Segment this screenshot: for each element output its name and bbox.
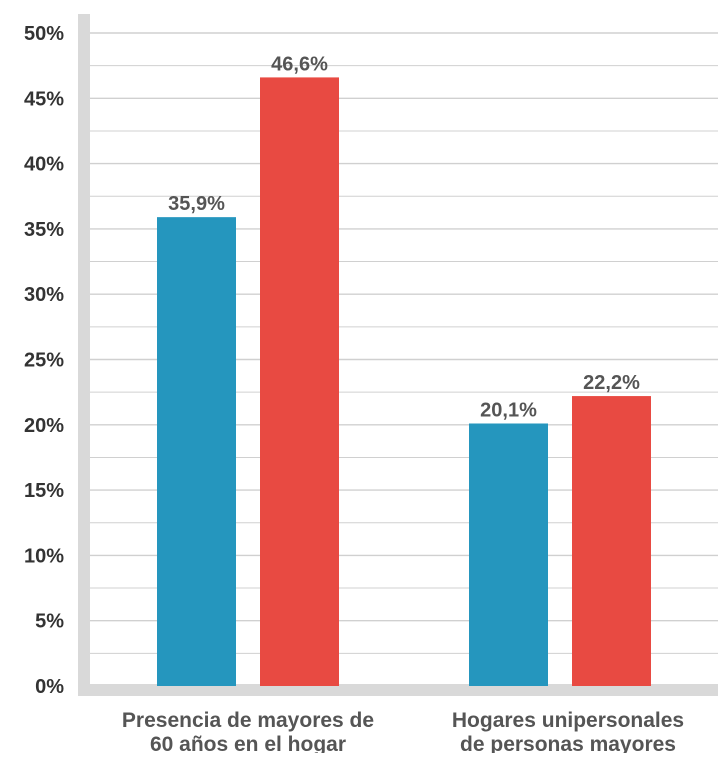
- x-axis-line: [78, 684, 718, 696]
- y-tick-label: 45%: [24, 88, 64, 110]
- bar-red: [260, 77, 339, 687]
- bars: [157, 77, 651, 687]
- x-category-label: Presencia de mayores de: [122, 709, 374, 732]
- y-tick-label: 20%: [24, 415, 64, 437]
- y-tick-label: 30%: [24, 284, 64, 306]
- x-category-label: de personas mayores: [460, 733, 676, 753]
- axes: [78, 14, 718, 696]
- y-tick-label: 0%: [35, 676, 64, 698]
- bar-red: [572, 396, 651, 686]
- x-category-label: Hogares unipersonales: [452, 709, 684, 732]
- y-tick-label: 35%: [24, 219, 64, 241]
- y-tick-label: 15%: [24, 480, 64, 502]
- y-tick-label: 50%: [24, 23, 64, 45]
- bar-blue: [469, 423, 548, 686]
- data-label: 46,6%: [271, 53, 328, 75]
- data-label: 22,2%: [583, 372, 640, 394]
- y-tick-label: 5%: [35, 611, 64, 633]
- y-axis-line: [78, 14, 90, 692]
- x-category-label: 60 años en el hogar: [150, 733, 346, 753]
- y-tick-label: 40%: [24, 154, 64, 176]
- y-tick-labels: 0% 5% 10% 15% 20% 25% 30% 35% 40% 45% 50%: [24, 23, 64, 698]
- data-labels: 35,9% 46,6% 20,1% 22,2%: [168, 53, 640, 421]
- data-label: 35,9%: [168, 193, 225, 215]
- bar-blue: [157, 217, 236, 686]
- y-tick-label: 25%: [24, 350, 64, 372]
- y-tick-label: 10%: [24, 545, 64, 567]
- data-label: 20,1%: [480, 399, 537, 421]
